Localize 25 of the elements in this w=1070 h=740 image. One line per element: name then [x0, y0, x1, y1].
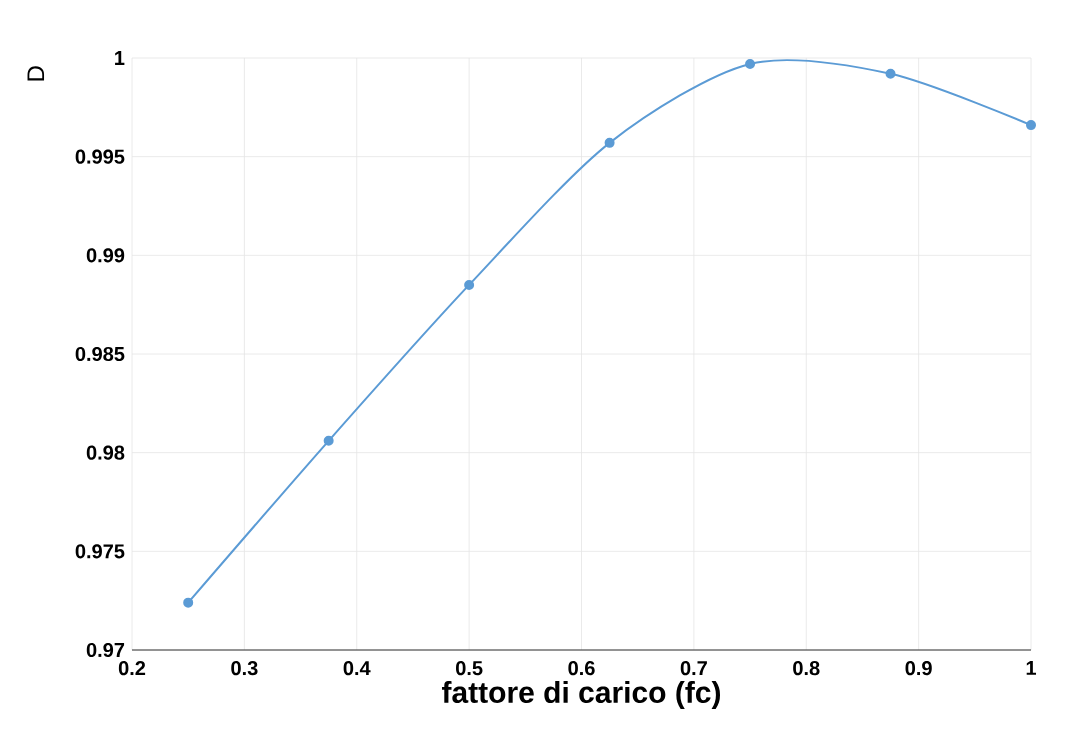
y-tick-label: 0.98	[86, 445, 125, 460]
y-tick-label: 0.995	[75, 149, 125, 164]
x-tick-label: 0.8	[793, 661, 820, 676]
y-axis-title: D	[27, 66, 45, 81]
y-tick-label: 0.975	[75, 544, 125, 559]
x-tick-label: 0.2	[118, 661, 146, 676]
x-axis-title: fattore di carico (fc)	[441, 680, 721, 709]
y-tick-label: 0.99	[86, 248, 125, 263]
x-tick-label: 0.4	[343, 661, 371, 676]
point	[604, 137, 615, 148]
x-tick-label: 1	[1026, 661, 1037, 675]
x-tick-label: 0.6	[568, 661, 595, 676]
y-tick-label: 0.97	[86, 642, 125, 658]
point	[745, 58, 756, 69]
x-tick-label: 0.9	[905, 661, 932, 676]
point	[323, 435, 334, 446]
x-tick-label: 0.7	[680, 661, 707, 676]
point	[885, 68, 896, 79]
y-tick-label: 0.985	[75, 346, 125, 362]
point	[464, 279, 475, 290]
point	[183, 597, 194, 608]
y-tick-label: 1	[115, 51, 125, 65]
x-tick-label: 0.3	[231, 661, 258, 676]
point	[1026, 120, 1037, 131]
x-tick-label: 0.5	[456, 661, 483, 676]
